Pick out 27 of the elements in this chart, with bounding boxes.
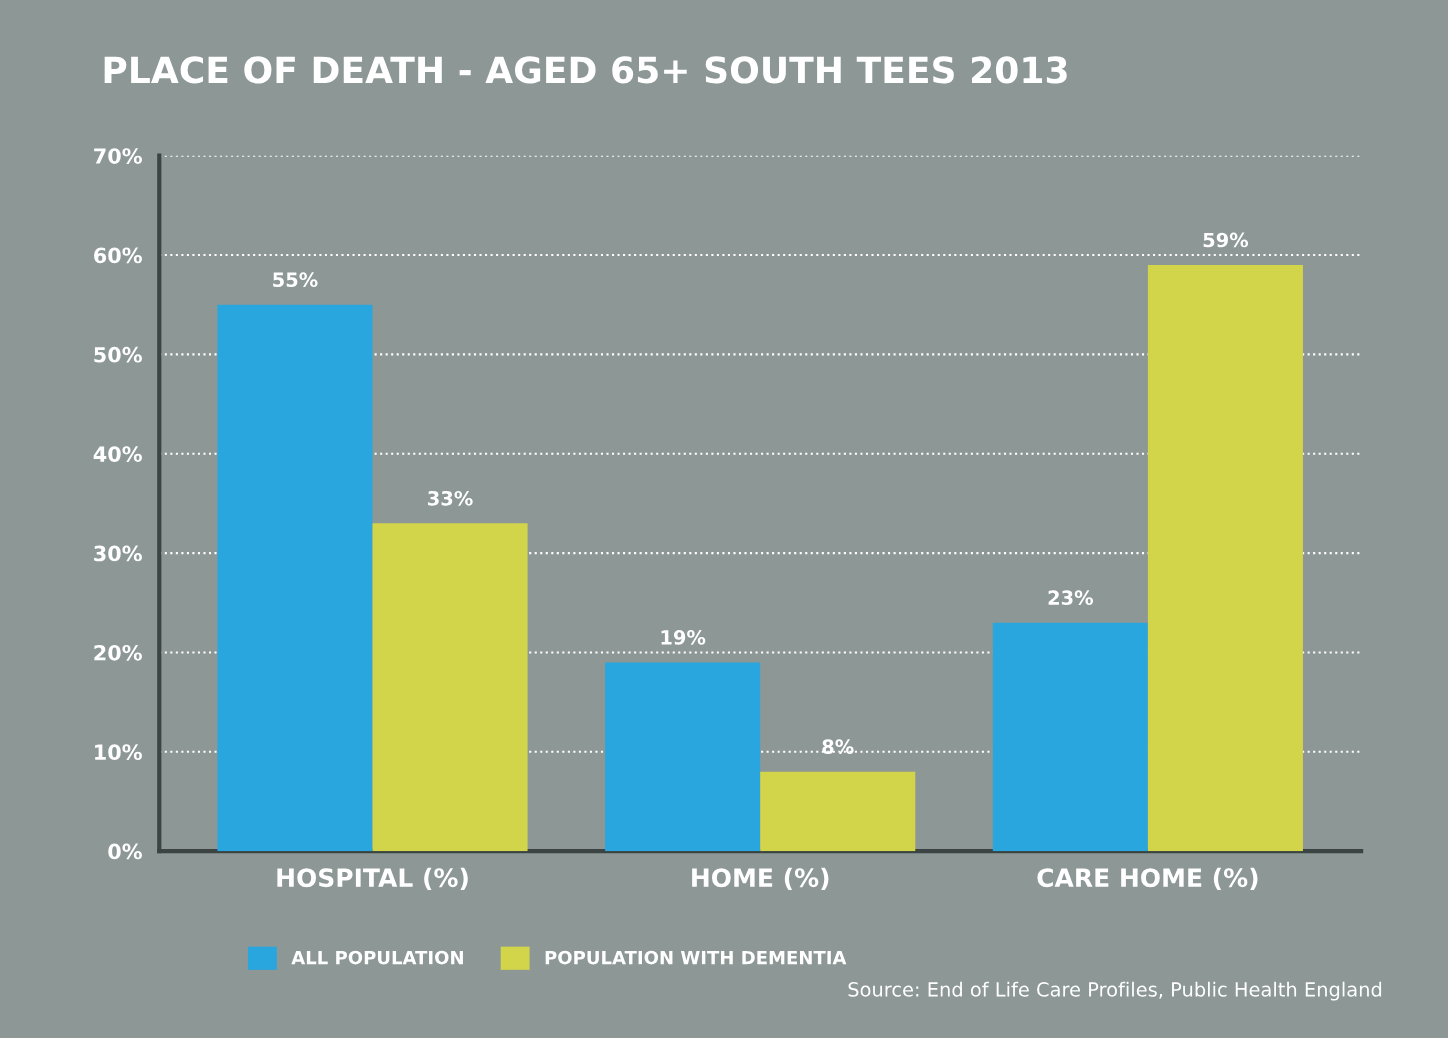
bar <box>992 622 1148 852</box>
y-tick-label: 60% <box>94 247 142 264</box>
bar <box>372 523 528 852</box>
y-tick-label: 50% <box>94 346 142 363</box>
y-tick-label: 70% <box>94 148 142 164</box>
bar <box>760 771 916 852</box>
data-label: 33% <box>428 490 473 506</box>
bar <box>1147 264 1303 852</box>
bar <box>605 662 761 852</box>
y-tick-label: 20% <box>94 644 142 661</box>
x-tick-label: HOME (%) <box>692 867 829 891</box>
data-label: 55% <box>273 272 318 288</box>
data-label: 19% <box>661 630 706 645</box>
data-label: 8% <box>822 739 854 755</box>
x-tick-label: CARE HOME (%) <box>1037 867 1258 891</box>
y-tick-label: 10% <box>95 744 142 761</box>
data-label: 59% <box>1203 232 1249 248</box>
data-label: 23% <box>1048 590 1093 605</box>
y-tick-label: 40% <box>93 446 142 462</box>
y-tick-label: 0% <box>108 843 142 860</box>
y-tick-label: 30% <box>94 545 142 562</box>
bar <box>217 304 373 852</box>
legend-label: ALL POPULATION <box>291 950 463 965</box>
source-note: Source: End of Life Care Profiles, Public Health England <box>848 981 1382 1001</box>
x-tick-label: HOSPITAL (%) <box>277 867 468 891</box>
chart-title: PLACE OF DEATH - AGED 65+ SOUTH TEES 2013 <box>104 56 1067 84</box>
legend-label: POPULATION WITH DEMENTIA <box>545 950 847 965</box>
